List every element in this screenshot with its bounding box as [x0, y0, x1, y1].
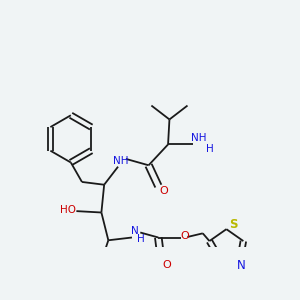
- Text: NH: NH: [191, 133, 207, 143]
- Text: N: N: [237, 259, 246, 272]
- Text: O: O: [159, 186, 168, 196]
- Text: N: N: [131, 226, 139, 236]
- Text: H: H: [137, 234, 145, 244]
- Text: O: O: [180, 231, 189, 241]
- Text: S: S: [229, 218, 238, 232]
- Text: O: O: [162, 260, 171, 270]
- Text: NH: NH: [113, 156, 129, 166]
- Text: HO: HO: [60, 205, 76, 215]
- Text: H: H: [206, 144, 214, 154]
